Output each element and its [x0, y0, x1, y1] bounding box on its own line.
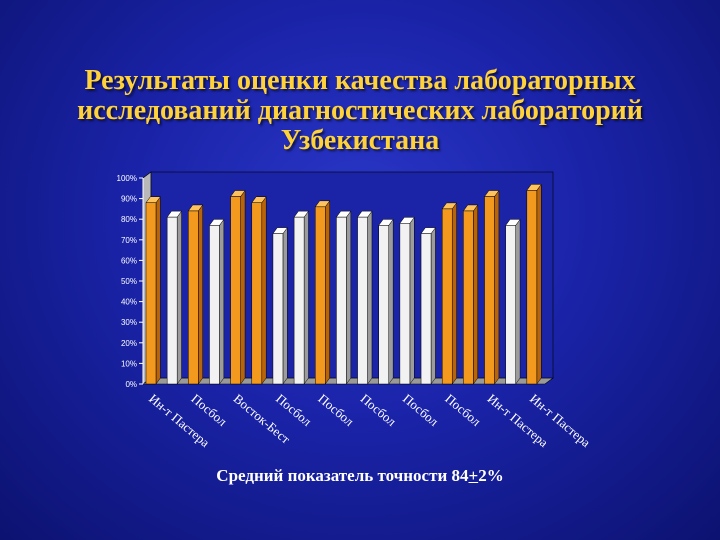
bar — [188, 210, 199, 385]
y-tick-label: 20% — [121, 339, 137, 348]
bar-side — [219, 218, 225, 385]
bar-side — [325, 200, 330, 385]
bar-side — [430, 226, 436, 385]
y-tick-label: 50% — [121, 277, 137, 286]
bar — [463, 210, 474, 385]
bar-side — [155, 195, 161, 385]
caption-plus-minus: + — [468, 466, 479, 485]
bar — [293, 216, 305, 385]
y-tick-label: 40% — [121, 298, 137, 307]
slide-title: Результаты оценки качества лабораторных … — [40, 66, 680, 156]
bar-side — [282, 226, 288, 385]
bar-side — [346, 210, 352, 385]
bar-side — [451, 202, 457, 385]
category-label: Посбол — [400, 391, 442, 430]
bar-side — [198, 204, 203, 385]
bar — [166, 216, 178, 385]
category-label: Посбол — [358, 391, 400, 430]
bar-side — [515, 218, 521, 385]
bar — [526, 190, 538, 385]
y-tick-label: 90% — [121, 195, 137, 204]
bar — [505, 225, 516, 385]
bar-side — [240, 189, 246, 385]
bar — [484, 196, 495, 385]
average-accuracy-caption: Средний показатель точности 84+2% — [0, 466, 720, 486]
bar — [145, 202, 157, 385]
bar — [336, 216, 347, 385]
bar — [441, 208, 453, 385]
caption-main: Средний показатель точности 84 — [216, 466, 469, 485]
bar-side — [536, 183, 542, 385]
bar — [378, 225, 389, 385]
caption-tail: 2% — [478, 466, 504, 485]
title-line-2: исследований диагностических лабораторий — [77, 95, 643, 126]
bar-side — [409, 216, 415, 385]
bar — [272, 233, 284, 385]
bar-side — [367, 210, 373, 385]
y-tick-label: 60% — [121, 256, 137, 265]
bar — [251, 202, 263, 385]
bar-side — [473, 204, 479, 385]
y-tick-label: 70% — [121, 236, 137, 245]
y-tick-label: 0% — [125, 380, 137, 389]
bar — [399, 223, 411, 385]
category-label: Посбол — [442, 391, 484, 430]
y-tick-label: 80% — [121, 215, 137, 224]
category-label: Посбол — [315, 391, 357, 430]
title-line-1: Результаты оценки качества лабораторных — [84, 65, 636, 96]
y-tick-label: 10% — [121, 359, 137, 368]
bar — [209, 225, 220, 385]
bar — [420, 233, 432, 385]
bar — [230, 196, 241, 385]
bar-side — [303, 210, 309, 385]
bar-side — [388, 218, 394, 385]
bar-side — [494, 189, 500, 385]
bar — [315, 206, 326, 385]
bar — [357, 216, 368, 385]
bar-side — [261, 195, 267, 385]
y-tick-label: 100% — [117, 174, 137, 183]
y-tick-label: 30% — [121, 318, 137, 327]
bar-side — [176, 210, 182, 385]
title-line-3: Узбекистана — [280, 125, 440, 156]
